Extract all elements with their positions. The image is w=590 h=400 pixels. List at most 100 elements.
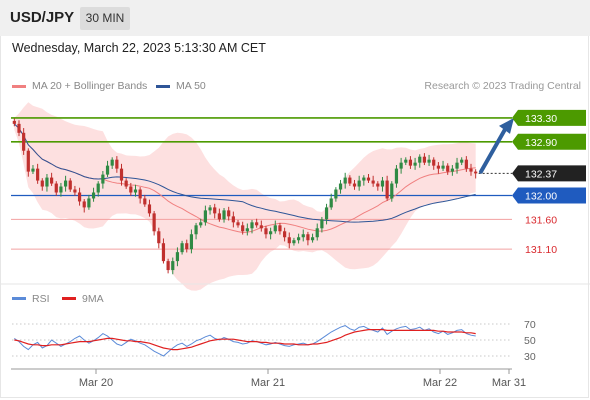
rsi-tick-label: 30: [524, 351, 536, 363]
candle-body: [329, 198, 333, 208]
candle-body: [357, 180, 361, 187]
candle-body: [376, 183, 380, 187]
candle-body: [413, 162, 417, 166]
candle-body: [96, 183, 100, 193]
legend-label: MA 50: [176, 80, 206, 92]
candle-body: [222, 210, 226, 220]
rsi-legend: RSI 9MA: [12, 293, 104, 305]
candle-body: [408, 159, 413, 166]
level-label-text: 132.90: [525, 137, 557, 149]
candle-body: [441, 165, 445, 169]
candle-body: [68, 180, 72, 190]
rsi-legend-label: RSI: [32, 293, 50, 305]
legend-item-ma50: MA 50: [156, 80, 206, 92]
candle-body: [464, 159, 468, 169]
candle-body: [385, 180, 389, 199]
x-tick-label: Mar 20: [79, 377, 113, 389]
candle-body: [31, 168, 35, 172]
candle-body: [343, 177, 347, 184]
candle-body: [427, 159, 431, 163]
candle-body: [432, 159, 436, 166]
candle-body: [152, 213, 156, 232]
chart-header: USD/JPY 30 MIN: [0, 0, 590, 36]
level-label-text: 132.37: [525, 168, 557, 180]
candle-body: [175, 252, 180, 262]
candle-body: [380, 180, 385, 187]
candle-body: [63, 180, 68, 187]
level-label-132.9: 132.90: [512, 133, 586, 150]
candle-body: [236, 222, 240, 226]
level-label-131.6: 131.60: [525, 214, 557, 226]
candle-body: [348, 177, 352, 184]
candle-body: [161, 243, 166, 262]
candle-body: [283, 231, 287, 238]
legend-label: MA 20 + Bollinger Bands: [32, 80, 148, 92]
candle-body: [446, 165, 450, 172]
level-label-text: 133.30: [525, 113, 557, 125]
x-tick-label: Mar 31: [492, 377, 526, 389]
candle-body: [394, 168, 399, 184]
candle-body: [185, 243, 189, 250]
candle-body: [101, 174, 105, 184]
candle-body: [245, 228, 249, 232]
candle-body: [231, 216, 235, 223]
candle-body: [105, 165, 110, 175]
candle-body: [241, 225, 245, 232]
candle-body: [171, 261, 175, 271]
level-label-box: [512, 109, 586, 126]
candle-body: [259, 225, 263, 229]
interval-badge[interactable]: 30 MIN: [80, 7, 130, 30]
candle-body: [390, 183, 394, 199]
candle-body: [138, 189, 142, 199]
candle-body: [22, 132, 26, 151]
x-tick-label: Mar 21: [251, 377, 285, 389]
copyright: Research © 2023 Trading Central: [424, 80, 581, 92]
candle-body: [422, 156, 427, 163]
candle-body: [404, 159, 408, 163]
candle-body: [12, 120, 16, 124]
rsi-line: [14, 325, 476, 357]
candle-body: [301, 234, 305, 238]
candle-body: [133, 189, 138, 193]
candle-body: [157, 231, 161, 244]
ma9-legend-label: 9MA: [82, 293, 104, 305]
level-label-box: [512, 133, 586, 150]
ma9-legend-swatch-icon: [62, 297, 76, 300]
candle-body: [36, 168, 40, 181]
level-label-text: 131.60: [525, 214, 557, 226]
level-label-131.1: 131.10: [525, 244, 557, 256]
candle-body: [250, 222, 254, 229]
candle-body: [213, 207, 217, 214]
level-label-text: 132.00: [525, 190, 557, 202]
rsi-tick-label: 70: [524, 319, 536, 331]
level-label-132.37: 132.37: [512, 165, 586, 182]
candle-body: [334, 189, 338, 199]
candle-body: [255, 222, 259, 226]
candle-body: [352, 183, 357, 187]
candle-body: [455, 162, 459, 169]
candle-body: [73, 189, 77, 193]
candle-body: [315, 228, 319, 238]
candle-body: [320, 219, 324, 229]
candle-body: [40, 180, 44, 187]
candle-body: [292, 240, 296, 244]
bollinger-band: [14, 102, 476, 291]
candle-body: [436, 165, 440, 169]
candle-body: [217, 213, 221, 220]
x-tick-label: Mar 22: [423, 377, 457, 389]
candle-body: [418, 156, 422, 163]
candle-body: [119, 168, 124, 181]
ma50-line: [13, 123, 476, 223]
candle-body: [474, 171, 478, 174]
candle-body: [371, 180, 375, 184]
ma50-swatch-icon: [156, 84, 170, 88]
candle-body: [189, 234, 194, 250]
candle-body: [124, 180, 128, 187]
level-label-box: [512, 187, 586, 204]
candle-body: [59, 186, 63, 193]
candle-body: [306, 234, 310, 241]
level-label-133.3: 133.30: [512, 109, 586, 126]
candle-body: [166, 261, 170, 271]
candle-body: [194, 225, 198, 235]
